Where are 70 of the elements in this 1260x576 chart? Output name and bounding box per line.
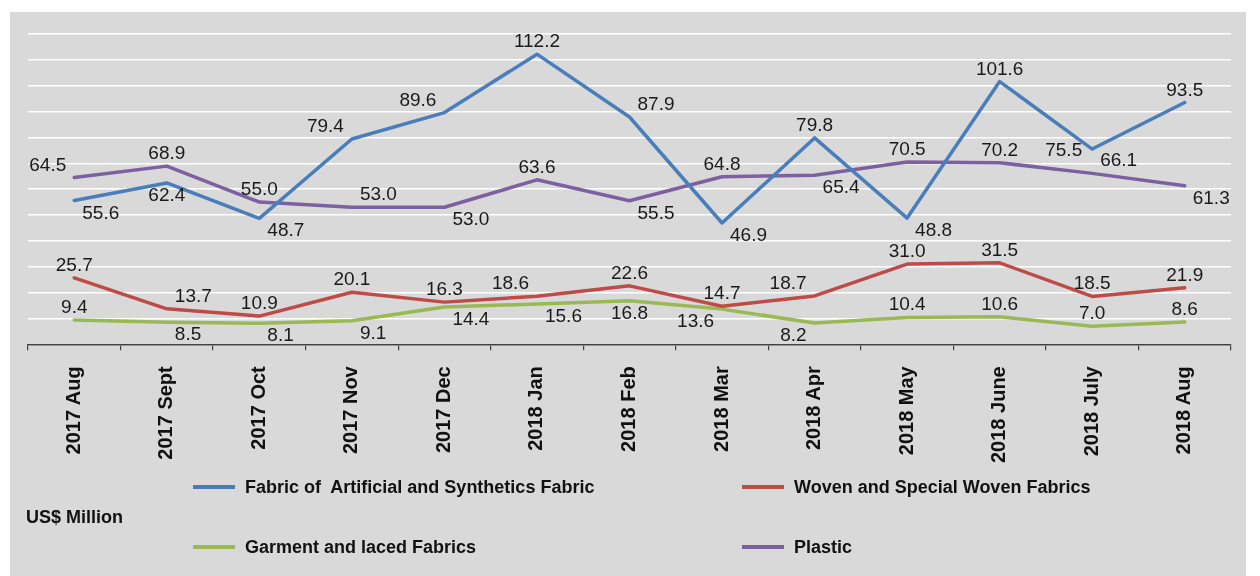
x-tick-label: 2018 Jan: [524, 366, 547, 451]
legend-label: Woven and Special Woven Fabrics: [794, 476, 1091, 498]
x-tick-label: 2017 Sept: [154, 365, 177, 460]
data-label: 8.1: [267, 324, 294, 346]
data-label: 9.1: [359, 321, 387, 343]
data-label: 18.5: [1073, 272, 1111, 294]
data-label: 65.4: [822, 176, 860, 198]
x-tick-label: 2018 June: [987, 366, 1010, 464]
data-label: 10.6: [981, 292, 1019, 314]
data-label: 61.3: [1192, 186, 1230, 208]
data-label: 55.5: [637, 201, 675, 223]
data-label: 53.0: [359, 183, 397, 205]
data-label: 10.9: [240, 292, 278, 314]
data-label: 16.8: [611, 301, 648, 323]
data-label: 8.6: [1171, 298, 1198, 320]
data-label: 18.7: [769, 271, 807, 293]
legend-label: Fabric of Artificial and Synthetics Fabric: [245, 476, 595, 498]
data-label: 14.4: [452, 308, 490, 330]
x-tick-label: 2018 July: [1079, 365, 1102, 457]
data-label: 53.0: [452, 208, 490, 230]
data-label: 31.0: [888, 240, 926, 262]
data-label: 25.7: [55, 253, 93, 275]
data-label: 8.2: [780, 324, 807, 346]
data-label: 63.6: [518, 155, 556, 177]
data-label: 48.8: [915, 219, 953, 241]
data-label: 79.4: [306, 114, 345, 136]
data-label: 87.9: [637, 93, 675, 114]
data-label: 21.9: [1166, 263, 1204, 285]
data-label: 15.6: [544, 304, 582, 326]
x-tick-label: 2018 Aug: [1172, 366, 1195, 455]
data-label: 62.4: [148, 183, 186, 205]
data-label: 101.6: [975, 57, 1024, 79]
data-label: 64.5: [29, 153, 67, 175]
data-label: 89.6: [399, 88, 437, 110]
data-label: 8.5: [174, 323, 202, 345]
data-label: 22.6: [611, 261, 648, 283]
legend-label: Garment and laced Fabrics: [245, 536, 477, 558]
legend-label: Plastic: [794, 536, 853, 558]
data-label: 14.7: [703, 282, 741, 304]
x-tick-label: 2017 Dec: [431, 366, 454, 454]
x-tick-label: 2017 Aug: [61, 366, 84, 455]
x-tick-label: 2018 Apr: [802, 366, 825, 451]
data-label: 10.4: [888, 293, 927, 315]
data-label: 48.7: [267, 219, 305, 241]
x-tick-label: 2018 Mar: [709, 366, 732, 452]
data-label: 79.8: [796, 113, 834, 135]
data-label: 7.0: [1078, 302, 1106, 324]
data-label: 55.6: [82, 201, 120, 223]
x-tick-label: 2018 May: [894, 365, 917, 456]
data-label: 13.7: [174, 284, 212, 306]
x-tick-label: 2017 Oct: [246, 365, 269, 450]
data-label: 70.5: [888, 137, 926, 159]
data-label: 13.6: [677, 310, 715, 332]
data-label: 75.5: [1045, 139, 1083, 161]
data-label: 66.1: [1100, 149, 1138, 171]
x-tick-label: 2018 Feb: [617, 366, 640, 452]
data-label: 68.9: [148, 142, 186, 164]
data-label: 70.2: [981, 138, 1019, 160]
data-label: 9.4: [61, 295, 88, 317]
x-tick-label: 2017 Nov: [339, 365, 362, 455]
data-label: 64.8: [703, 152, 741, 174]
data-label: 112.2: [513, 30, 561, 52]
text: US$ Million: [26, 507, 124, 528]
data-label: 16.3: [425, 278, 463, 300]
data-label: 93.5: [1166, 78, 1204, 100]
data-label: 46.9: [730, 224, 768, 246]
data-label: 20.1: [333, 268, 371, 290]
data-label: 18.6: [491, 272, 529, 294]
data-label: 55.0: [240, 178, 278, 200]
data-label: 31.5: [981, 238, 1019, 260]
